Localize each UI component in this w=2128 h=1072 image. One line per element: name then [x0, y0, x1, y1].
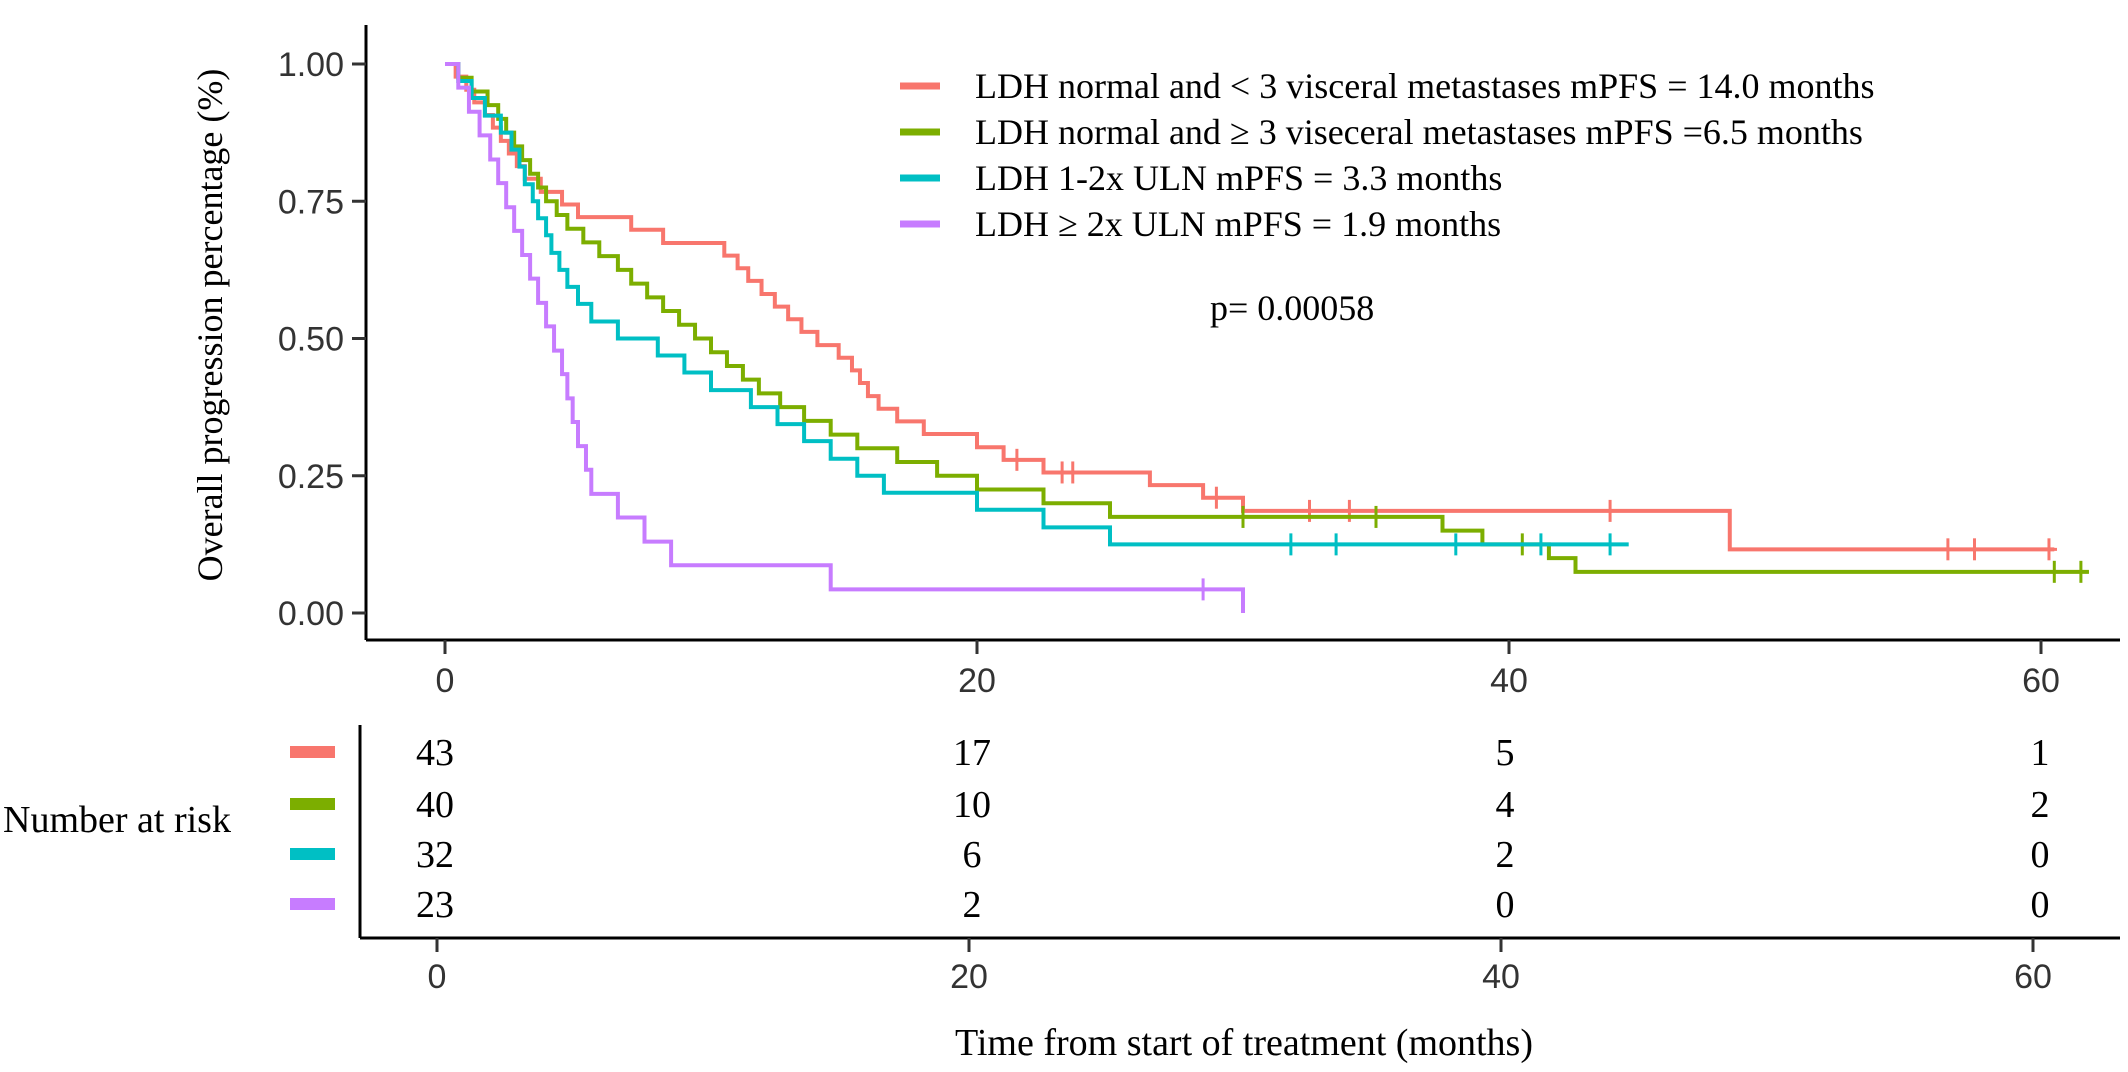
- p-value-annotation: p= 0.00058: [1210, 288, 1374, 328]
- x-tick-label: 60: [2022, 662, 2060, 700]
- risk-x-ticks: 0 20 40 60: [428, 938, 2052, 996]
- y-ticks: 0.00 0.25 0.50 0.75 1.00: [278, 46, 366, 633]
- x-tick-label: 20: [958, 662, 996, 700]
- risk-x-tick-label: 0: [428, 958, 447, 996]
- plot-area: [445, 62, 2089, 613]
- legend-entry: LDH ≥ 2x ULN mPFS = 1.9 months: [975, 204, 1501, 244]
- risk-count: 17: [953, 732, 991, 774]
- risk-count: 0: [2031, 834, 2050, 876]
- risk-count: 2: [2031, 784, 2050, 826]
- risk-swatches: [290, 746, 335, 910]
- risk-count: 2: [1496, 834, 1515, 876]
- y-tick-label: 0.75: [278, 183, 344, 221]
- risk-count: 0: [2031, 884, 2050, 926]
- risk-count: 1: [2031, 732, 2050, 774]
- risk-count: 4: [1496, 784, 1515, 826]
- legend-entry: LDH 1-2x ULN mPFS = 3.3 months: [975, 158, 1502, 198]
- series-line-4: [445, 62, 1245, 613]
- legend: LDH normal and < 3 visceral metastases m…: [900, 66, 1875, 244]
- legend-entry: LDH normal and < 3 visceral metastases m…: [975, 66, 1875, 106]
- y-tick-label: 1.00: [278, 46, 344, 84]
- risk-count: 43: [416, 732, 454, 774]
- risk-count: 10: [953, 784, 991, 826]
- risk-x-tick-label: 40: [1482, 958, 1520, 996]
- series-line-3: [445, 62, 1629, 547]
- risk-count: 23: [416, 884, 454, 926]
- x-tick-label: 0: [436, 662, 455, 700]
- x-tick-label: 40: [1490, 662, 1528, 700]
- risk-count: 6: [963, 834, 982, 876]
- y-tick-label: 0.25: [278, 458, 344, 496]
- y-tick-label: 0.50: [278, 321, 344, 359]
- risk-values: 43 17 5 140 10 4 232 6 2 023 2 0 0: [416, 732, 2050, 926]
- legend-entry: LDH normal and ≥ 3 viseceral metastases …: [975, 112, 1863, 152]
- y-tick-label: 0.00: [278, 595, 344, 633]
- y-axis-label: Overall progression percentage (%): [190, 69, 230, 582]
- risk-count: 40: [416, 784, 454, 826]
- series-line-1: [445, 62, 2055, 552]
- x-axis-label: Time from start of treatment (months): [955, 1022, 1533, 1064]
- series-line-2: [445, 62, 2089, 574]
- x-ticks: 0 20 40 60: [436, 640, 2060, 700]
- risk-count: 2: [963, 884, 982, 926]
- risk-table-title: Number at risk: [3, 799, 231, 841]
- axes: [364, 25, 2120, 642]
- risk-count: 32: [416, 834, 454, 876]
- risk-x-tick-label: 60: [2014, 958, 2052, 996]
- risk-count: 5: [1496, 732, 1515, 774]
- risk-x-tick-label: 20: [950, 958, 988, 996]
- risk-count: 0: [1496, 884, 1515, 926]
